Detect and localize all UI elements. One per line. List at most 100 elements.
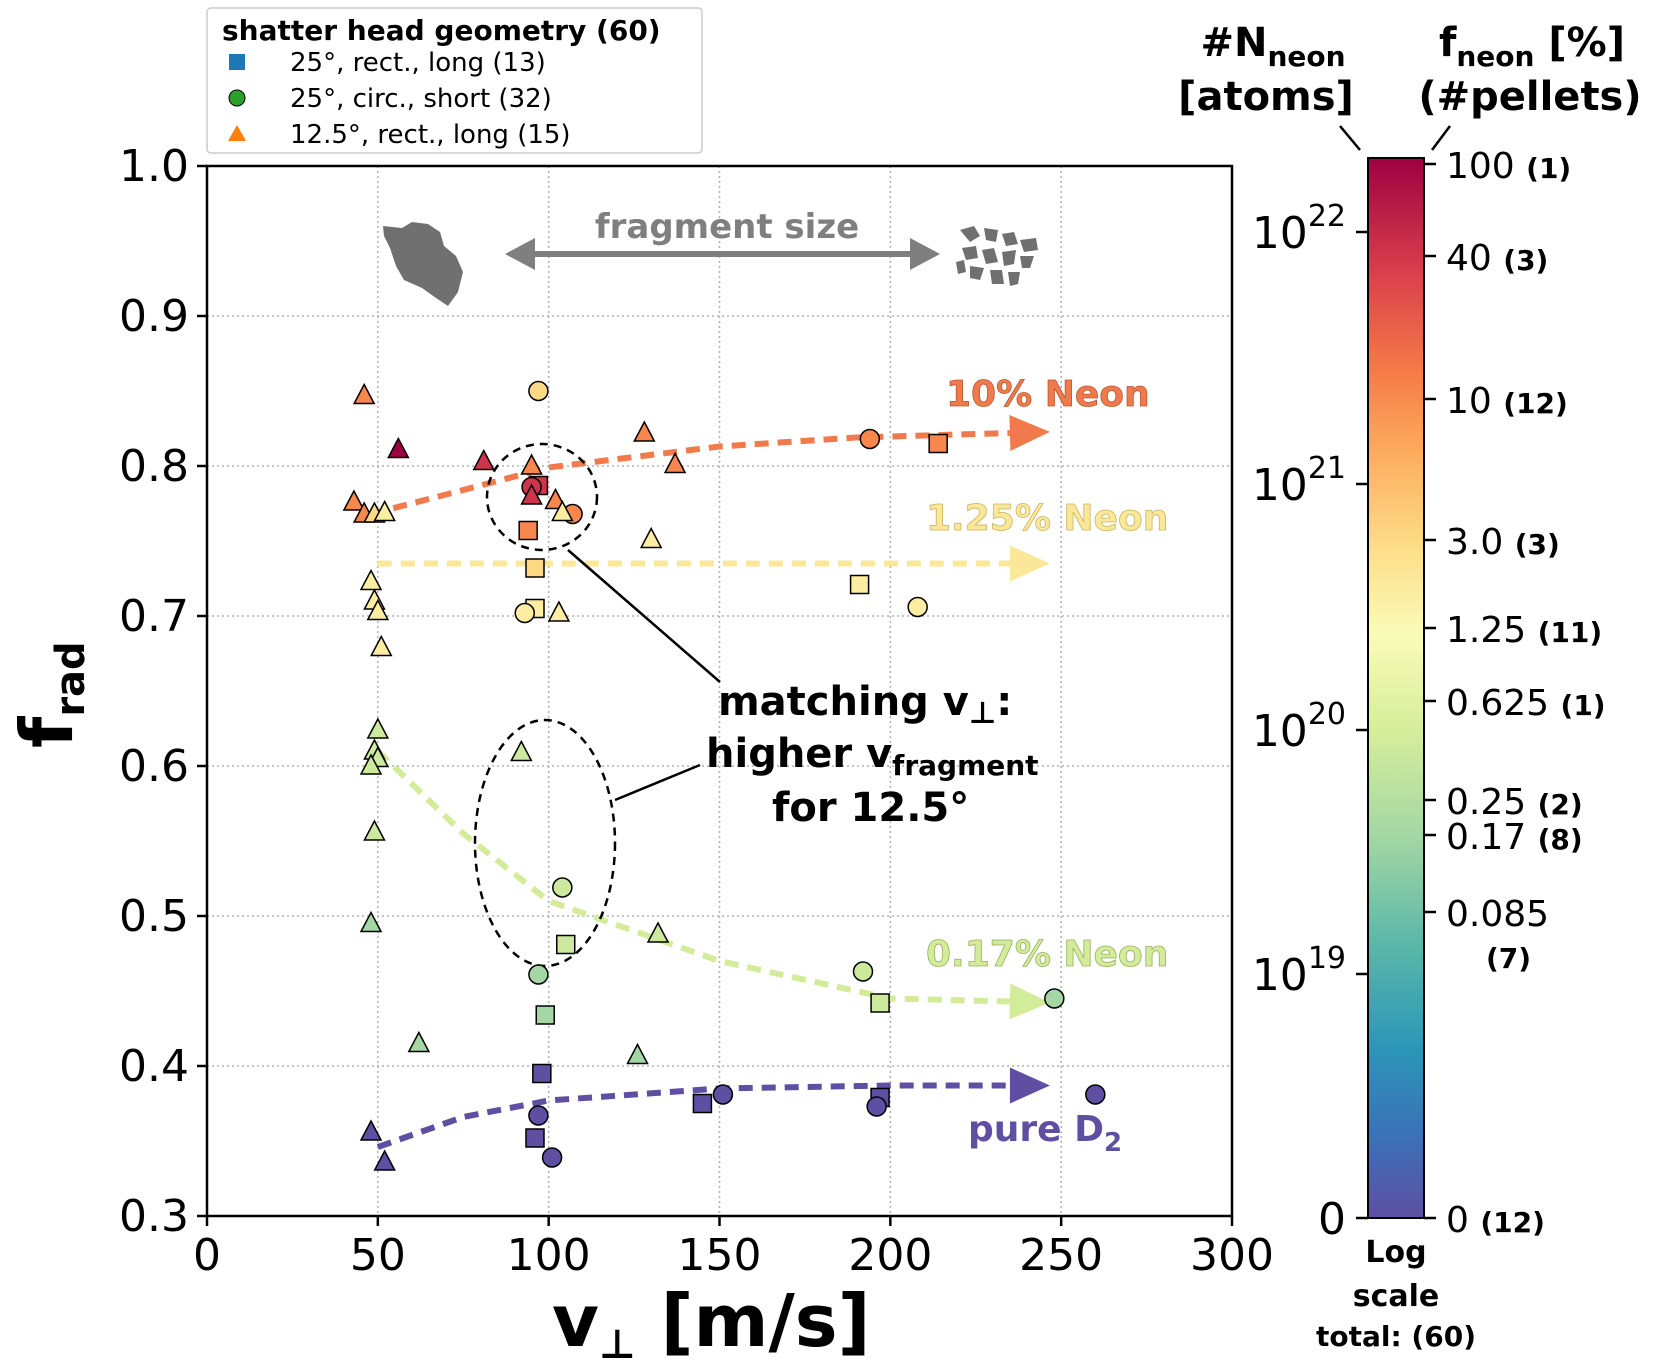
x-tick-label: 300: [1190, 1230, 1274, 1281]
data-point-square: [535, 1005, 555, 1025]
legend-marker-triangle: [228, 125, 246, 141]
colorbar-left-tick-label: 1022: [1252, 199, 1346, 259]
data-point-triangle: [359, 568, 383, 591]
data-points: [342, 380, 1106, 1171]
data-point-circle: [859, 428, 881, 450]
trend-curves: [370, 415, 1050, 1150]
data-point-circle: [852, 961, 874, 982]
axis-titles: v⊥ [m/s] frad: [5, 641, 871, 1361]
data-point-triangle: [359, 753, 383, 775]
colorbar-right-tick-label: 0.625 (1): [1446, 683, 1606, 724]
y-tick-label: 0.8: [119, 441, 189, 492]
data-point-triangle: [407, 1030, 431, 1053]
annotation-pure-d2: pure D2: [968, 1109, 1122, 1158]
callout-line-upper: [567, 549, 721, 683]
colorbar-left-tick-label: 1019: [1252, 941, 1346, 1001]
trend-arrowhead: [1009, 415, 1050, 451]
fragment-size-arrowhead-left: [505, 238, 535, 270]
data-point-triangle: [633, 420, 656, 442]
data-point-square: [849, 574, 870, 595]
y-tick-label: 0.5: [119, 891, 189, 942]
annotation-neon-017: 0.17% Neon: [926, 934, 1168, 975]
data-point-circle: [514, 602, 535, 624]
y-tick-label: 0.3: [119, 1191, 189, 1242]
data-point-triangle: [370, 634, 393, 657]
annotation-matching-line1: matching v⊥:: [718, 679, 1012, 731]
annotation-matching-line2: higher vfragment: [706, 731, 1039, 782]
colorbar-pointer-left: [1339, 125, 1361, 151]
annotations: fragment size 10% Neon 1.25% Neon 0.17% …: [595, 207, 1169, 1158]
data-point-triangle: [359, 1119, 383, 1141]
data-point-circle: [528, 380, 549, 402]
colorbar-gradient: [1367, 157, 1425, 1219]
data-point-triangle: [342, 489, 366, 511]
colorbar-left-tick-label: 1021: [1252, 451, 1346, 511]
data-point-triangle: [387, 436, 410, 459]
x-tick-label: 250: [1019, 1230, 1103, 1281]
colorbar-bottom-scale: scale: [1353, 1279, 1440, 1314]
y-tick-label: 0.6: [119, 741, 189, 792]
legend-marker-circle: [228, 89, 246, 107]
data-point-triangle: [373, 499, 396, 522]
highlight-ellipses: [473, 442, 721, 968]
data-point-circle: [528, 964, 549, 985]
large-fragment-icon: [383, 222, 463, 306]
data-point-square: [870, 993, 890, 1013]
data-point-square: [928, 433, 948, 454]
data-point-triangle: [663, 451, 687, 474]
data-point-triangle: [551, 499, 574, 522]
y-tick-label: 0.9: [119, 291, 189, 342]
colorbar: 1022 1021 1020 1019 0 100 (1) 40 (3) 10 (12) 3.0…: [1178, 20, 1641, 1353]
colorbar-bottom-total: total: (60): [1316, 1320, 1476, 1353]
callout-line-lower: [614, 763, 701, 802]
trend-arrowhead: [1009, 1067, 1050, 1104]
data-point-square: [525, 1128, 545, 1148]
data-point-circle: [541, 1147, 563, 1168]
colorbar-right-tick-label: 0.25 (2): [1446, 782, 1583, 823]
legend-entry-label: 12.5°, rect., long (15): [290, 120, 571, 150]
data-point-triangle: [646, 921, 670, 943]
data-point-triangle: [520, 453, 543, 475]
data-point-triangle: [363, 819, 386, 841]
annotation-neon-125: 1.25% Neon: [926, 498, 1168, 539]
colorbar-right-tick-label: 10 (12): [1446, 381, 1568, 422]
data-point-circle: [1044, 988, 1065, 1009]
data-point-square: [518, 520, 538, 541]
data-point-triangle: [520, 483, 543, 505]
data-point-triangle: [352, 382, 376, 405]
trend-arrowhead: [1009, 545, 1050, 582]
colorbar-ticks: 1022 1021 1020 1019 0 100 (1) 40 (3) 10 (12) 3.0…: [1252, 146, 1606, 1245]
data-point-square: [556, 934, 576, 955]
data-point-triangle: [472, 448, 495, 471]
trend-curve: [370, 430, 1011, 517]
data-point-square: [525, 558, 545, 578]
colorbar-right-tick-label: 100 (1): [1446, 146, 1571, 187]
annotation-matching-line3: for 12.5°: [772, 785, 969, 831]
trend-curve: [375, 748, 1010, 1005]
annotation-neon-10: 10% Neon: [946, 374, 1150, 415]
x-tick-label: 0: [193, 1230, 221, 1281]
colorbar-right-tick-label: 1.25 (11): [1446, 610, 1602, 651]
colorbar-title-left-2: [atoms]: [1178, 74, 1354, 120]
data-point-triangle: [373, 1149, 396, 1171]
colorbar-pointer-right: [1431, 125, 1451, 151]
data-point-circle: [552, 877, 573, 898]
colorbar-left-tick-label: 0: [1318, 1194, 1346, 1245]
legend-box: [206, 7, 703, 154]
colorbar-right-tick-label: 40 (3): [1446, 238, 1548, 279]
axes: 0 50 100 150 200 250 300 0.3 0.4 0.5 0.6 0.7 0.8 0.9 1…: [119, 141, 1274, 1281]
data-point-square: [692, 1093, 713, 1114]
data-point-circle: [1085, 1084, 1106, 1105]
data-point-triangle: [626, 1042, 649, 1065]
legend: shatter head geometry (60) 25°, rect., l…: [206, 7, 703, 154]
colorbar-left-tick-label: 1020: [1252, 697, 1346, 757]
data-point-triangle: [359, 910, 383, 933]
data-point-triangle: [639, 526, 663, 549]
colorbar-right-tick-label: 3.0 (3): [1446, 522, 1560, 563]
x-tick-label: 150: [678, 1230, 762, 1281]
colorbar-title-right-1: fneon [%]: [1439, 20, 1625, 73]
data-point-triangle: [510, 739, 533, 762]
x-tick-label: 100: [507, 1230, 591, 1281]
legend-marker-square: [229, 54, 245, 70]
